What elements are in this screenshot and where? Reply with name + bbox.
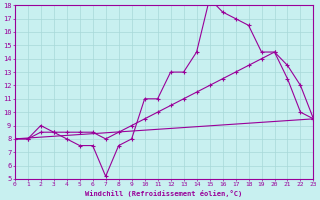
X-axis label: Windchill (Refroidissement éolien,°C): Windchill (Refroidissement éolien,°C) xyxy=(85,190,243,197)
